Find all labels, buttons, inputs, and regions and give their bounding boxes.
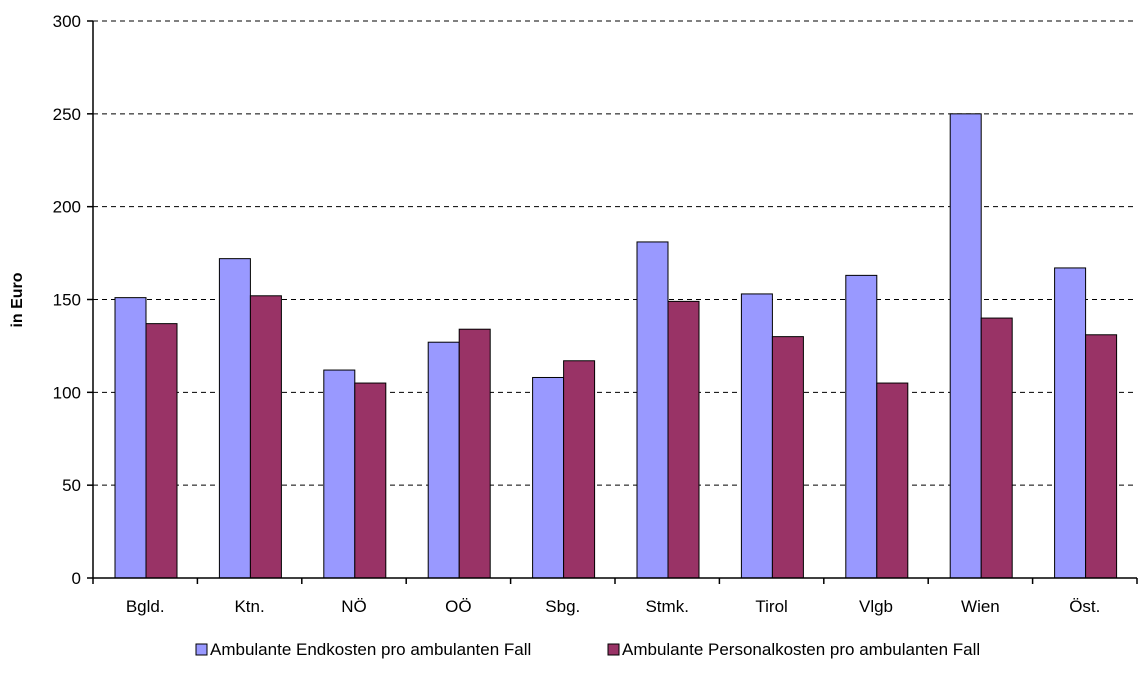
- legend-swatch: [195, 643, 208, 656]
- bar-personalkosten: [249, 295, 282, 579]
- bar-personalkosten: [563, 360, 596, 579]
- tick-labels: 0 50 100 150 200 250 300 Bgld. Ktn. NÖ OÖ Sbg. Stmk.…: [53, 12, 1101, 616]
- bar-endkosten: [532, 376, 565, 579]
- axes: [87, 20, 1138, 584]
- bar-endkosten: [218, 258, 251, 579]
- legend-swatch: [607, 643, 620, 656]
- x-tick-label: Vlgb: [859, 597, 893, 616]
- bar-personalkosten: [458, 328, 491, 579]
- bar-personalkosten: [1085, 334, 1118, 579]
- x-tick-label: Sbg.: [545, 597, 580, 616]
- bar-endkosten: [740, 293, 773, 579]
- legend-label: Ambulante Endkosten pro ambulanten Fall: [210, 640, 531, 659]
- legend: Ambulante Endkosten pro ambulanten Fall A…: [195, 640, 980, 659]
- y-tick-label: 0: [72, 569, 81, 588]
- bar-personalkosten: [876, 382, 909, 579]
- y-axis-title: in Euro: [9, 272, 26, 327]
- x-tick-label: Bgld.: [126, 597, 165, 616]
- x-tick-label: Tirol: [755, 597, 787, 616]
- bar-personalkosten: [667, 300, 700, 579]
- legend-label: Ambulante Personalkosten pro ambulanten …: [622, 640, 980, 659]
- x-tick-label: OÖ: [445, 597, 471, 616]
- bars: [114, 113, 1118, 579]
- x-tick-label: Ktn.: [234, 597, 264, 616]
- bar-personalkosten: [771, 336, 804, 579]
- bar-personalkosten: [980, 317, 1013, 579]
- x-tick-label: NÖ: [341, 597, 367, 616]
- y-tick-label: 50: [62, 476, 81, 495]
- y-tick-label: 250: [53, 105, 81, 124]
- bar-endkosten: [845, 274, 878, 579]
- x-tick-label: Öst.: [1069, 597, 1100, 616]
- bar-endkosten: [114, 297, 147, 579]
- bar-personalkosten: [145, 323, 178, 579]
- y-tick-label: 300: [53, 12, 81, 31]
- bar-personalkosten: [354, 382, 387, 579]
- x-tick-label: Wien: [961, 597, 1000, 616]
- bar-endkosten: [427, 341, 460, 579]
- bar-endkosten: [636, 241, 669, 579]
- bar-endkosten: [1054, 267, 1087, 579]
- x-tick-label: Stmk.: [645, 597, 688, 616]
- bar-endkosten: [323, 369, 356, 579]
- y-tick-label: 200: [53, 198, 81, 217]
- bar-endkosten: [949, 113, 982, 579]
- y-tick-label: 100: [53, 383, 81, 402]
- y-tick-label: 150: [53, 291, 81, 310]
